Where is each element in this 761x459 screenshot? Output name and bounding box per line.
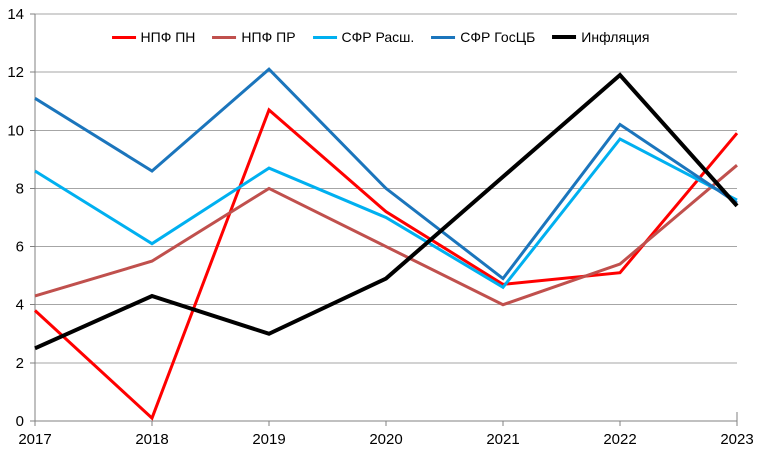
legend-item-4: Инфляция	[552, 29, 649, 45]
legend-line-swatch-icon	[111, 35, 136, 39]
x-axis-tick-label: 2019	[252, 431, 285, 448]
series-line-2	[34, 137, 738, 290]
y-axis-tick-label: 8	[16, 180, 24, 197]
x-axis-tick-label: 2018	[135, 431, 168, 448]
legend-line-swatch-icon	[312, 35, 337, 39]
series-line-1	[34, 164, 738, 307]
legend-item-1: НПФ ПР	[212, 29, 296, 45]
x-axis-tick-label: 2022	[603, 431, 636, 448]
legend-line-swatch-icon	[552, 35, 577, 39]
series-line-3	[34, 67, 738, 281]
legend-item-3: СФР ГосЦБ	[431, 29, 535, 45]
y-axis-tick-label: 6	[16, 239, 24, 256]
x-axis-tick-label: 2017	[18, 431, 51, 448]
legend-label: НПФ ПН	[140, 29, 196, 45]
y-axis-tick-label: 12	[7, 64, 24, 81]
y-axis-tick-label: 2	[16, 355, 24, 372]
series-line-4	[34, 72, 739, 351]
y-axis-tick-label: 0	[16, 413, 24, 430]
series-line-0	[33, 107, 739, 421]
y-axis-tick-label: 4	[16, 297, 24, 314]
legend-item-0: НПФ ПН	[111, 29, 196, 45]
x-axis-tick-label: 2023	[720, 431, 753, 448]
legend-label: Инфляция	[581, 29, 650, 45]
legend-label: СФР Расш.	[341, 29, 415, 45]
y-axis-tick-label: 14	[7, 6, 24, 23]
legend-line-swatch-icon	[212, 35, 237, 39]
legend-line-swatch-icon	[431, 35, 456, 39]
legend-item-2: СФР Расш.	[312, 29, 415, 45]
legend-label: СФР ГосЦБ	[460, 29, 536, 45]
x-axis-tick-label: 2020	[369, 431, 402, 448]
legend-label: НПФ ПР	[241, 29, 296, 45]
x-axis-tick-label: 2021	[486, 431, 519, 448]
y-axis-tick-label: 10	[7, 122, 24, 139]
chart-legend: НПФ ПН НПФ ПР СФР Расш. СФР ГосЦБ Инфляция	[111, 29, 649, 45]
